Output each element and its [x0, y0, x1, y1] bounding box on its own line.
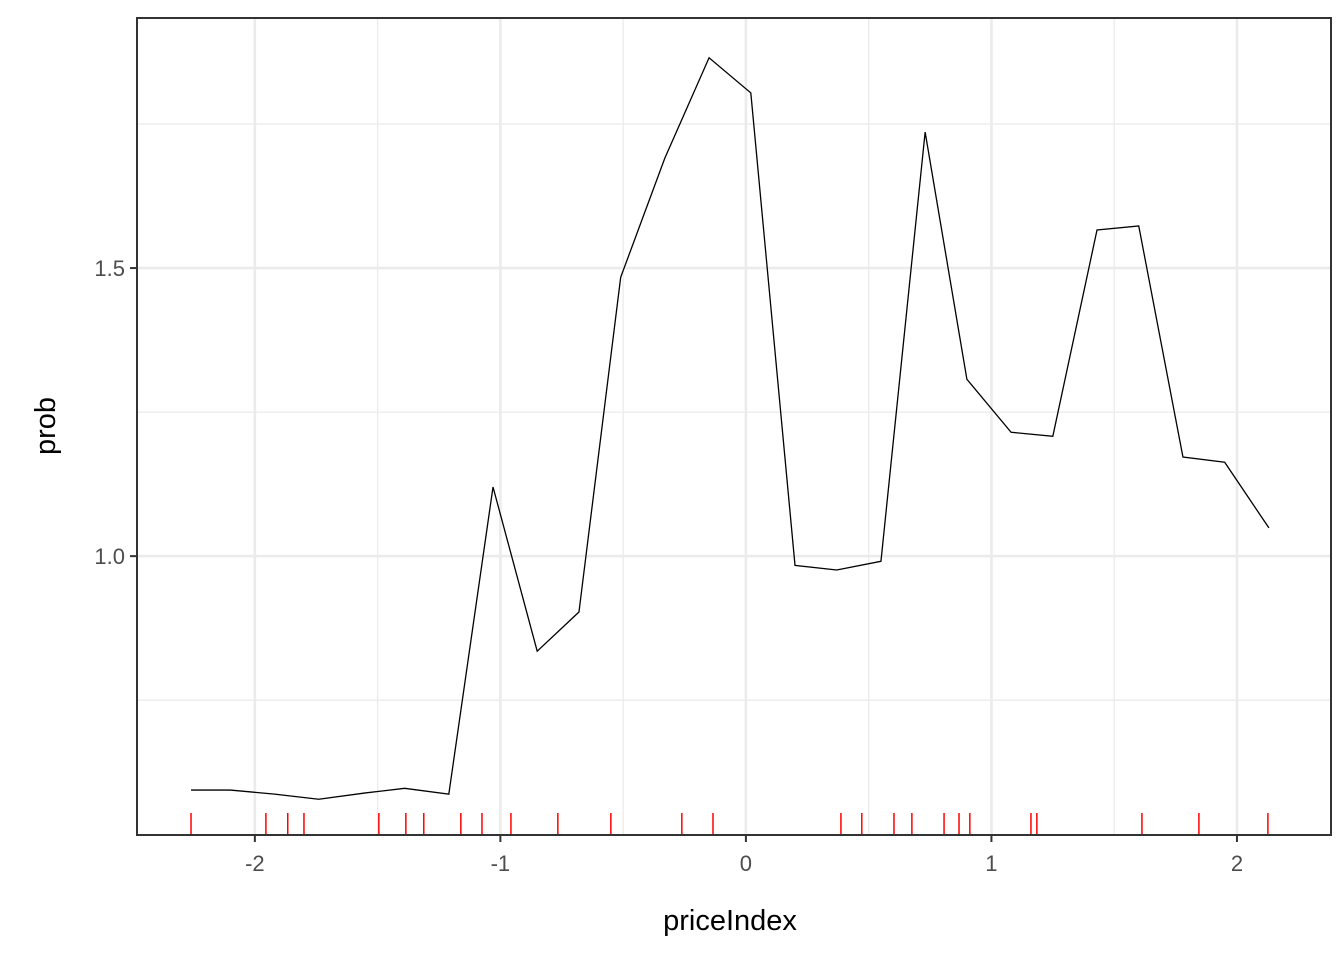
x-tick-label: 1 [985, 851, 997, 876]
x-tick-label: -1 [491, 851, 511, 876]
y-axis-title: prob [30, 397, 62, 455]
y-tick-label: 1.0 [94, 544, 125, 569]
y-tick-label: 1.5 [94, 256, 125, 281]
plot-background [137, 18, 1331, 835]
panel-border [136, 17, 1332, 836]
x-tick-label: 2 [1231, 851, 1243, 876]
x-tick-label: 0 [740, 851, 752, 876]
x-axis-title: priceIndex [663, 905, 797, 937]
data-line [191, 56, 1270, 800]
x-tick-label: -2 [245, 851, 265, 876]
